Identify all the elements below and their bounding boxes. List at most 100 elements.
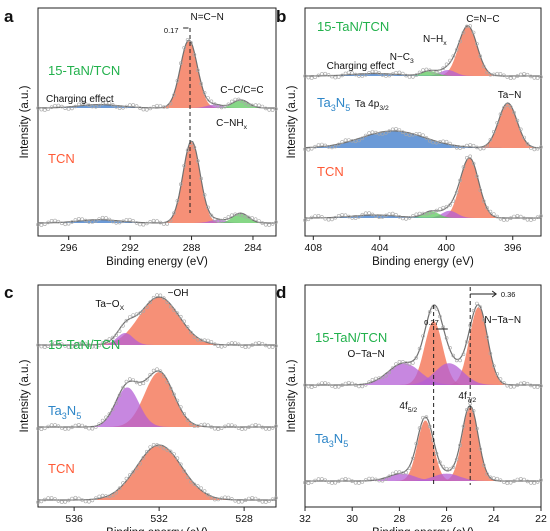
- data-point: [397, 359, 402, 364]
- data-point: [66, 221, 71, 226]
- data-point: [377, 478, 382, 483]
- data-point: [424, 67, 429, 72]
- data-point: [394, 213, 398, 217]
- data-point: [209, 496, 214, 500]
- data-point: [350, 479, 355, 484]
- data-point: [46, 496, 51, 500]
- data-point: [216, 344, 220, 349]
- data-point: [414, 73, 419, 77]
- data-point: [128, 103, 132, 107]
- data-point: [56, 103, 61, 108]
- data-point: [380, 375, 385, 380]
- data-point: [104, 494, 108, 498]
- data-point: [309, 215, 314, 220]
- data-point: [165, 448, 169, 452]
- data-point: [124, 218, 129, 222]
- data-point: [73, 218, 78, 222]
- data-point: [414, 355, 419, 360]
- data-point: [454, 190, 459, 195]
- data-point: [219, 218, 224, 223]
- data-point: [206, 205, 210, 210]
- data-point: [491, 364, 496, 368]
- data-point: [77, 422, 81, 427]
- data-point: [495, 372, 500, 376]
- data-point: [53, 103, 57, 108]
- data-point: [145, 449, 149, 454]
- data-point: [230, 423, 234, 427]
- data-point: [515, 74, 520, 78]
- sample-label: TCN: [48, 461, 75, 476]
- data-point: [330, 74, 334, 79]
- data-point: [73, 495, 78, 500]
- data-point: [230, 341, 234, 345]
- data-point: [367, 476, 371, 481]
- data-point: [491, 476, 496, 480]
- data-point: [36, 106, 40, 110]
- fit-peak-b-2-2: [305, 211, 541, 218]
- data-point: [485, 70, 489, 75]
- data-point: [56, 341, 61, 345]
- data-point: [427, 310, 432, 314]
- data-point: [138, 222, 142, 227]
- data-point: [138, 461, 142, 466]
- data-point: [90, 426, 95, 431]
- data-point: [350, 381, 355, 386]
- data-point: [179, 182, 183, 186]
- spectrum-b-0: 15-TaN/TCN: [303, 19, 543, 80]
- fit-peak-c-1-0: [38, 372, 276, 427]
- data-point: [343, 138, 348, 142]
- data-point: [309, 385, 314, 390]
- data-point: [485, 206, 489, 210]
- data-point: [192, 335, 197, 340]
- data-point: [475, 174, 479, 179]
- data-point: [454, 146, 459, 150]
- data-point: [471, 308, 476, 313]
- data-point: [80, 423, 84, 428]
- data-point: [475, 41, 479, 46]
- data-point: [175, 311, 180, 316]
- data-point: [411, 361, 415, 365]
- shift-value: 0.36: [501, 290, 516, 299]
- data-point: [223, 495, 227, 500]
- data-point: [250, 423, 254, 428]
- data-point: [263, 427, 268, 431]
- data-point: [488, 209, 493, 214]
- data-point: [49, 342, 54, 347]
- data-point: [202, 91, 207, 95]
- data-point: [478, 147, 483, 151]
- data-point: [427, 424, 432, 429]
- data-point: [179, 405, 183, 409]
- data-point: [488, 475, 493, 480]
- data-point: [508, 385, 513, 389]
- data-point: [70, 425, 74, 430]
- data-point: [158, 220, 163, 225]
- data-point: [357, 481, 361, 485]
- data-point: [512, 75, 516, 80]
- plot-frame: [37, 284, 277, 508]
- spectrum-b-2: TCN: [303, 154, 543, 222]
- data-point: [471, 30, 476, 35]
- data-point: [373, 214, 378, 218]
- data-point: [185, 38, 190, 42]
- data-point: [495, 214, 500, 219]
- data-point: [39, 344, 44, 349]
- fit-peak-d-0-0: [305, 307, 541, 385]
- data-point: [219, 426, 224, 431]
- data-point: [444, 62, 449, 67]
- data-point: [104, 415, 108, 420]
- data-point: [104, 216, 108, 220]
- data-point: [247, 103, 251, 107]
- data-point: [128, 377, 132, 381]
- fit-peak-b-0-2: [305, 71, 541, 76]
- fit-peak-d-0-2: [305, 363, 541, 385]
- data-point: [87, 426, 91, 431]
- data-point: [148, 372, 152, 377]
- data-point: [411, 75, 415, 79]
- fit-peak-d-1-1: [305, 420, 541, 481]
- data-point: [320, 142, 324, 147]
- data-point: [172, 308, 176, 312]
- data-point: [250, 495, 254, 500]
- data-point: [336, 384, 341, 389]
- data-point: [468, 154, 473, 159]
- data-point: [97, 343, 101, 348]
